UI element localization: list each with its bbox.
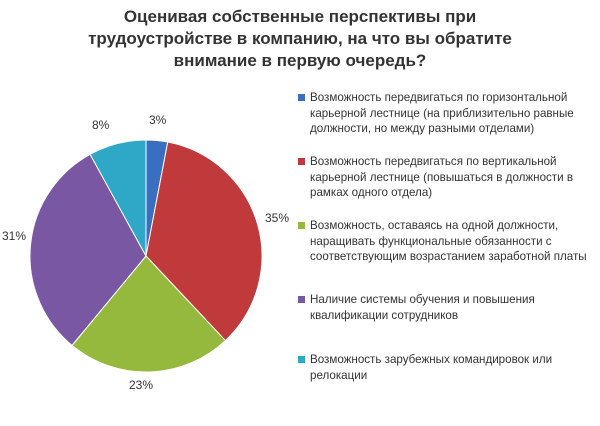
legend-label-3: Возможность, оставаясь на одной должност… (310, 219, 587, 263)
legend-label-2: Возможность передвигаться по вертикально… (310, 155, 573, 199)
legend-label-5: Возможность зарубежных командировок или … (310, 353, 553, 382)
legend-label-1: Возможность передвигаться по горизонталь… (310, 91, 574, 135)
legend-swatch-2 (298, 158, 305, 165)
chart-title: Оценивая собственные перспективы при тру… (88, 7, 512, 70)
slice-value-label-3: 23% (129, 378, 153, 392)
legend-item-3: Возможность, оставаясь на одной должност… (298, 218, 598, 265)
legend-item-2: Возможность передвигаться по вертикально… (298, 154, 598, 201)
pie-slice-3 (71, 255, 227, 373)
pie-slice-5 (89, 139, 147, 257)
pie-slice-2 (145, 141, 263, 342)
slice-value-label-1: 3% (149, 113, 167, 127)
legend-item-4: Наличие системы обучения и повышения ква… (298, 292, 598, 323)
slice-value-label-2: 35% (265, 211, 289, 225)
slice-value-label-5: 8% (92, 118, 110, 132)
legend-swatch-1 (298, 94, 305, 101)
legend-label-4: Наличие системы обучения и повышения ква… (310, 293, 535, 322)
pie-slice-4 (29, 153, 147, 347)
legend-swatch-4 (298, 296, 305, 303)
legend-swatch-3 (298, 222, 305, 229)
slice-value-label-4: 31% (2, 229, 26, 243)
legend-swatch-5 (298, 356, 305, 363)
legend-item-5: Возможность зарубежных командировок или … (298, 352, 598, 383)
legend-item-1: Возможность передвигаться по горизонталь… (298, 90, 598, 137)
